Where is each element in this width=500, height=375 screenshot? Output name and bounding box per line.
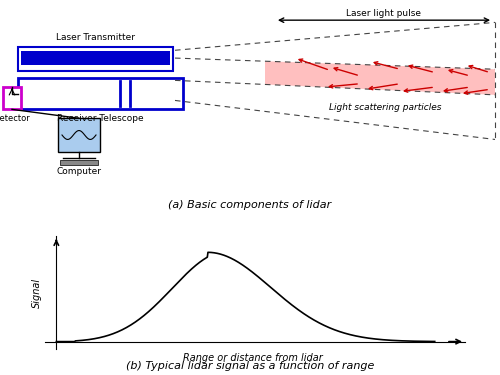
Text: Receiver Telescope: Receiver Telescope — [56, 114, 144, 123]
Bar — [21, 51, 170, 65]
Polygon shape — [265, 61, 495, 95]
Text: (a) Basic components of lidar: (a) Basic components of lidar — [168, 200, 332, 210]
Text: Laser light pulse: Laser light pulse — [346, 9, 422, 18]
Text: Detector: Detector — [0, 114, 30, 123]
Bar — [60, 159, 98, 165]
Text: Range or distance from lidar: Range or distance from lidar — [183, 353, 323, 363]
Text: (b) Typical lidar signal as a function of range: (b) Typical lidar signal as a function o… — [126, 361, 374, 371]
Bar — [18, 78, 183, 110]
Bar — [58, 118, 100, 152]
Text: Laser Transmitter: Laser Transmitter — [56, 33, 134, 42]
Text: Light scattering particles: Light scattering particles — [329, 103, 442, 112]
Text: Signal: Signal — [32, 278, 42, 308]
Bar — [3, 87, 21, 109]
Text: Computer: Computer — [56, 167, 102, 176]
Bar — [18, 47, 173, 72]
